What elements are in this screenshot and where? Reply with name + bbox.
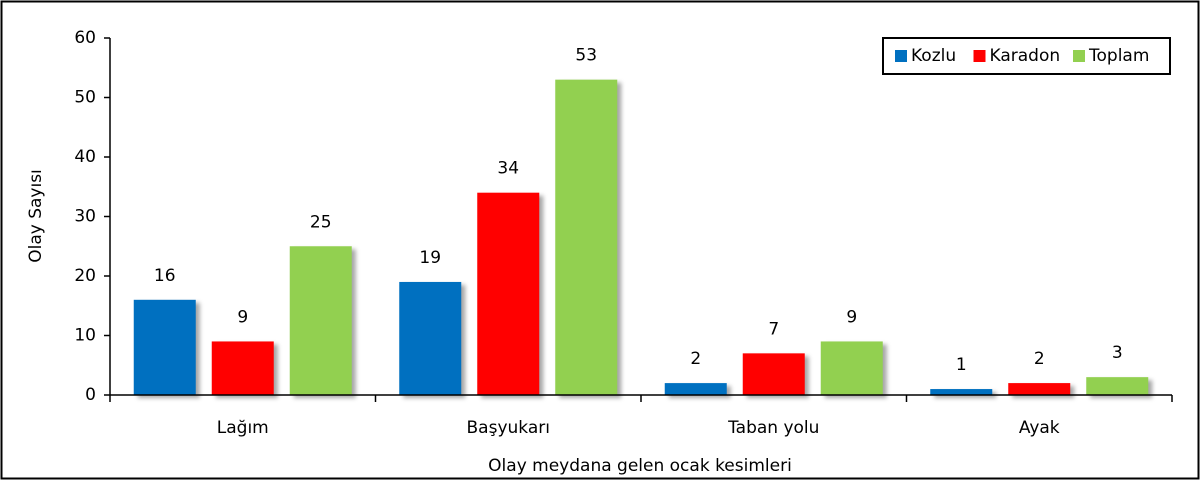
legend-swatch [895, 50, 907, 62]
bar [820, 341, 883, 395]
legend-swatch [1073, 50, 1085, 62]
x-tick-label: Lağım [217, 418, 269, 438]
bar [555, 79, 618, 396]
data-label: 2 [690, 349, 701, 369]
data-label: 16 [154, 266, 176, 286]
bar [1008, 383, 1071, 395]
y-axis-title: Olay Sayısı [26, 169, 46, 263]
legend-label: Kozlu [911, 46, 956, 66]
data-label: 2 [1034, 349, 1045, 369]
data-label: 25 [310, 212, 332, 232]
data-label: 7 [768, 319, 779, 339]
x-axis-title: Olay meydana gelen ocak kesimleri [488, 456, 792, 476]
y-tick-label: 30 [74, 207, 96, 227]
y-tick-label: 50 [74, 88, 96, 108]
bar [399, 281, 462, 395]
x-tick-label: Ayak [1019, 418, 1060, 438]
y-tick-label: 20 [74, 266, 96, 286]
y-tick-label: 60 [74, 28, 96, 48]
bar [289, 246, 352, 395]
data-label: 34 [497, 159, 519, 179]
legend-swatch [973, 50, 986, 62]
bar [664, 383, 727, 395]
bar [477, 192, 540, 395]
bar [742, 353, 805, 395]
legend-label: Toplam [1088, 46, 1149, 66]
data-label: 19 [419, 248, 441, 268]
data-label: 1 [956, 355, 967, 375]
legend-box [882, 37, 1171, 75]
y-tick-label: 0 [85, 385, 96, 405]
legend-label: Karadon [990, 46, 1061, 66]
data-label: 9 [846, 307, 857, 327]
data-label: 3 [1112, 343, 1123, 363]
y-tick-label: 40 [74, 147, 96, 167]
y-tick-label: 10 [74, 326, 96, 346]
bar [930, 389, 993, 395]
x-tick-label: Taban yolu [727, 418, 819, 438]
x-tick-label: Başyukarı [467, 418, 550, 438]
data-label: 53 [575, 46, 597, 66]
bar [1086, 377, 1149, 395]
bar [211, 341, 274, 395]
bar [133, 299, 196, 395]
data-label: 9 [237, 307, 248, 327]
